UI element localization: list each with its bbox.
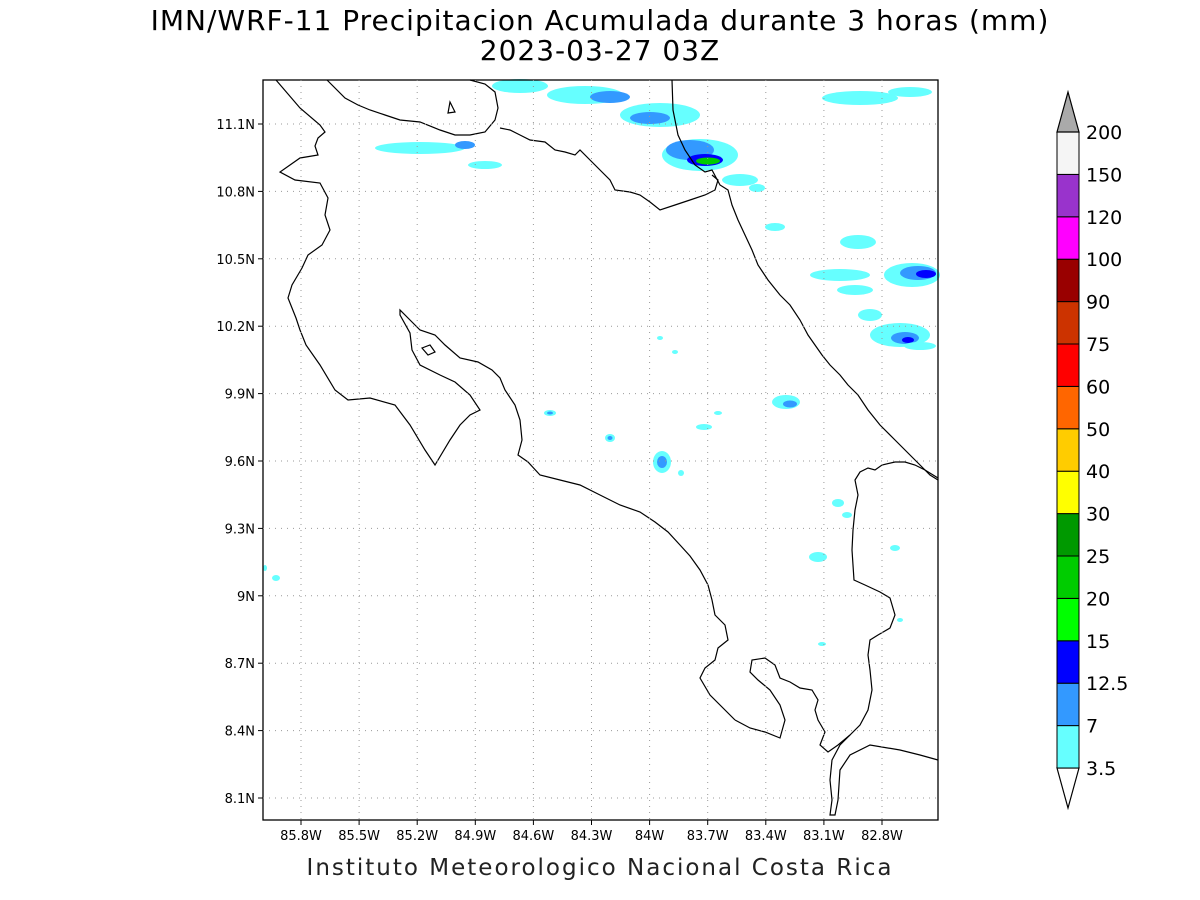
colorbar-swatch bbox=[1056, 597, 1080, 642]
lat-label: 10.5N bbox=[216, 253, 255, 268]
colorbar-swatch bbox=[1056, 640, 1080, 684]
colorbar-label: 120 bbox=[1086, 207, 1122, 229]
colorbar-swatch bbox=[1056, 173, 1080, 218]
colorbar-label: 30 bbox=[1086, 504, 1110, 526]
colorbar-swatch bbox=[1056, 216, 1080, 260]
colorbar-swatch bbox=[1056, 555, 1080, 599]
colorbar-label: 200 bbox=[1086, 122, 1122, 144]
colorbar-swatch bbox=[1056, 258, 1080, 303]
map-title: IMN/WRF-11 Precipitacion Acumulada duran… bbox=[150, 4, 1050, 37]
colorbar-label: 75 bbox=[1086, 334, 1110, 356]
colorbar-label: 20 bbox=[1086, 588, 1110, 610]
lat-label: 11.1N bbox=[216, 118, 255, 133]
colorbar-label: 7 bbox=[1086, 716, 1098, 738]
colorbar-label: 15 bbox=[1086, 631, 1110, 653]
lon-label: 84.9W bbox=[454, 829, 496, 844]
lat-label: 9.3N bbox=[225, 522, 255, 537]
colorbar-swatch bbox=[1056, 470, 1080, 515]
lat-label: 8.4N bbox=[225, 725, 255, 740]
colorbar-swatch bbox=[1056, 343, 1080, 387]
colorbar-label: 40 bbox=[1086, 461, 1110, 483]
lat-label: 10.8N bbox=[216, 185, 255, 200]
lat-label: 10.2N bbox=[216, 320, 255, 335]
lon-label: 83.7W bbox=[687, 829, 729, 844]
colorbar-label: 60 bbox=[1086, 376, 1110, 398]
colorbar-label: 150 bbox=[1086, 164, 1122, 186]
lon-label: 83.4W bbox=[745, 829, 787, 844]
colorbar-label: 90 bbox=[1086, 292, 1110, 314]
colorbar: 3.5 7 12.5 15 20 25 30 40 50 60 75 90 100 120 150 200 bbox=[1056, 89, 1128, 811]
lon-label: 85.8W bbox=[280, 829, 322, 844]
colorbar-swatch bbox=[1056, 301, 1080, 345]
colorbar-upper-arrow bbox=[1056, 89, 1080, 133]
lat-label: 8.1N bbox=[225, 792, 255, 807]
lon-label: 85.5W bbox=[338, 829, 380, 844]
colorbar-label: 100 bbox=[1086, 249, 1122, 271]
colorbar-swatch bbox=[1056, 513, 1080, 557]
colorbar-label: 50 bbox=[1086, 419, 1110, 441]
map-date: 2023-03-27 03Z bbox=[479, 34, 721, 67]
colorbar-swatch bbox=[1056, 682, 1080, 727]
colorbar-swatch bbox=[1056, 385, 1080, 430]
colorbar-label: 25 bbox=[1086, 546, 1110, 568]
lat-label: 9N bbox=[237, 590, 255, 605]
footer-credit: Instituto Meteorologico Nacional Costa R… bbox=[306, 855, 894, 881]
coastlines bbox=[275, 79, 939, 816]
latitude-labels: 11.1N 10.8N 10.5N 10.2N 9.9N 9.6N 9.3N 9N 8.7N 8.… bbox=[216, 118, 255, 807]
lat-label: 8.7N bbox=[225, 657, 255, 672]
colorbar-lower-arrow bbox=[1056, 767, 1080, 811]
lat-label: 9.9N bbox=[225, 388, 255, 403]
lat-label: 9.6N bbox=[225, 455, 255, 470]
colorbar-swatch bbox=[1056, 131, 1080, 175]
longitude-labels: 85.8W 85.5W 85.2W 84.9W 84.6W 84.3W 84W 83.7W 83… bbox=[280, 829, 903, 844]
colorbar-swatch bbox=[1056, 428, 1080, 472]
colorbar-swatch bbox=[1056, 725, 1080, 769]
colorbar-label: 3.5 bbox=[1086, 758, 1116, 780]
lon-label: 84W bbox=[635, 829, 665, 844]
lon-label: 84.6W bbox=[512, 829, 554, 844]
colorbar-label: 12.5 bbox=[1086, 673, 1128, 695]
precipitation-areas bbox=[263, 79, 940, 646]
lon-label: 84.3W bbox=[571, 829, 613, 844]
lon-label: 85.2W bbox=[396, 829, 438, 844]
map-frame bbox=[262, 79, 939, 821]
lat-lon-grid bbox=[258, 80, 938, 825]
lon-label: 83.1W bbox=[803, 829, 845, 844]
lon-label: 82.8W bbox=[861, 829, 903, 844]
